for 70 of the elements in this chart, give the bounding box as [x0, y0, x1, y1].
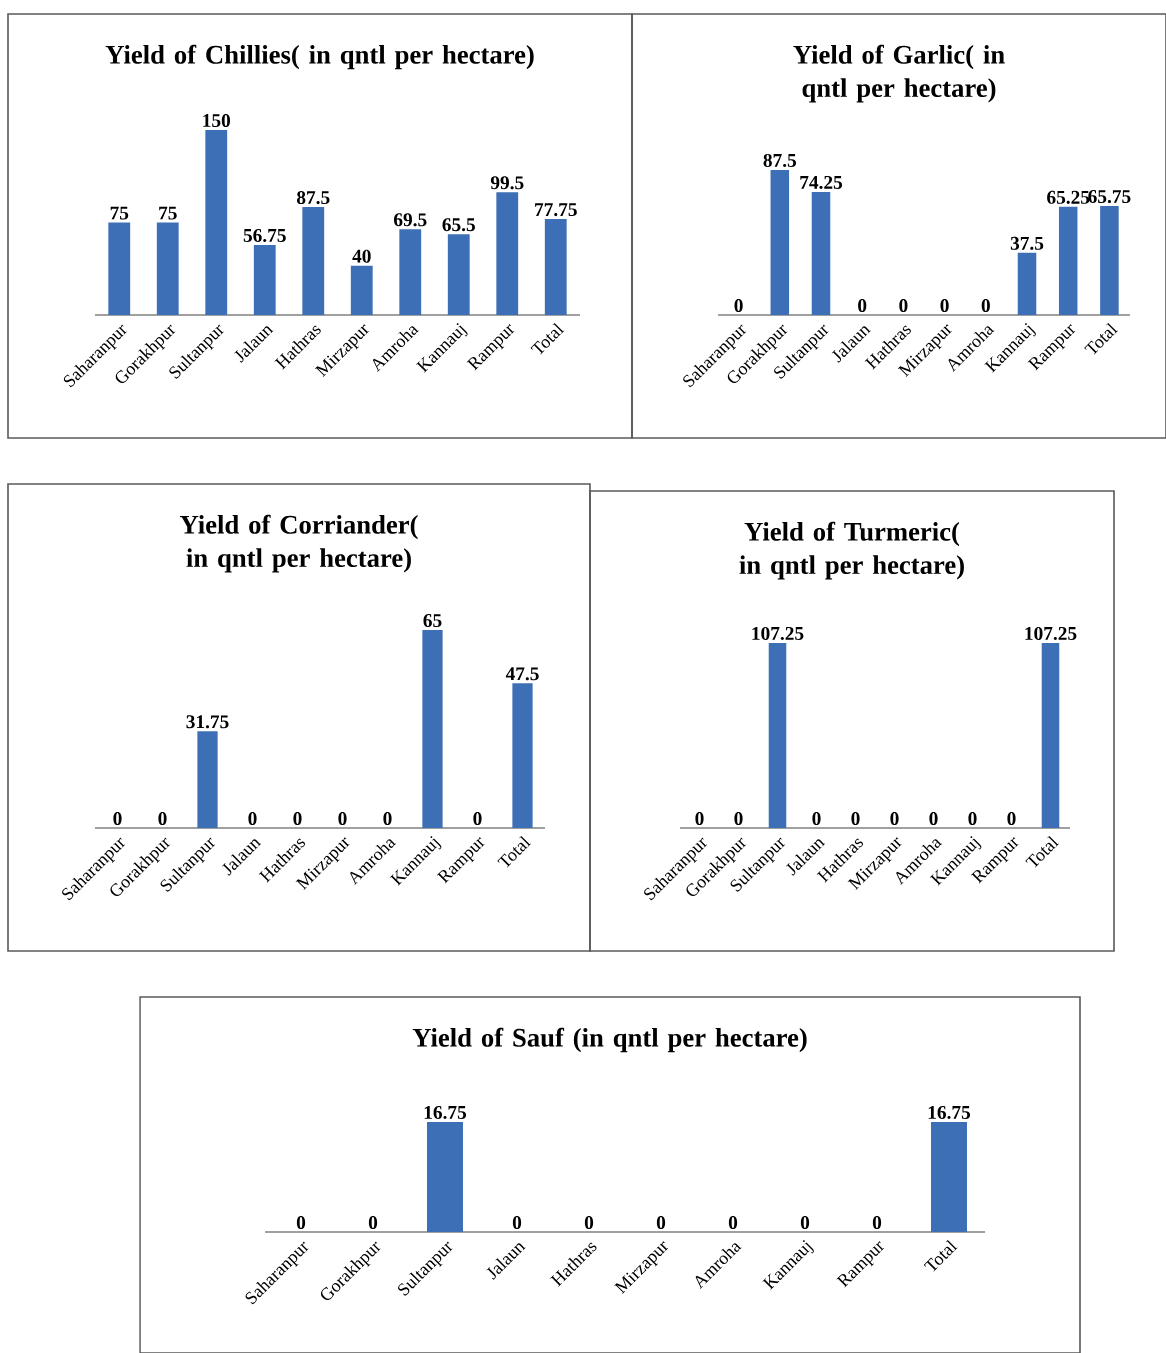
data-label: 0 — [940, 299, 949, 313]
data-label: 0 — [512, 1216, 522, 1230]
data-label: 99.5 — [490, 176, 524, 190]
data-label: 77.75 — [535, 203, 577, 217]
data-label: 65 — [423, 614, 442, 628]
bar — [770, 169, 790, 315]
data-label: 0 — [851, 812, 860, 826]
data-label: 0 — [734, 299, 743, 313]
data-label: 16.75 — [928, 1105, 971, 1120]
data-label: 31.75 — [186, 715, 229, 729]
data-label: 0 — [383, 812, 392, 826]
data-label: 75 — [159, 206, 177, 220]
bar — [1100, 206, 1119, 315]
bar — [350, 265, 373, 315]
data-label: 87.5 — [296, 191, 330, 205]
data-label: 0 — [584, 1216, 594, 1230]
data-label: 0 — [890, 812, 899, 826]
bar — [1017, 252, 1037, 315]
data-label: 0 — [158, 812, 167, 826]
bar — [253, 245, 276, 315]
data-label: 0 — [728, 1216, 738, 1230]
data-label: 150 — [203, 114, 231, 128]
data-label: 0 — [981, 299, 990, 313]
bar — [496, 192, 519, 315]
data-label: 87.5 — [763, 153, 797, 168]
data-label: 0 — [656, 1216, 666, 1230]
chart-title: Yield of Sauf (in qntl per hectare) — [412, 1027, 807, 1053]
bar — [156, 222, 179, 315]
data-label: 0 — [338, 812, 347, 826]
data-label: 0 — [473, 812, 482, 826]
data-label: 0 — [734, 812, 743, 826]
chart-title: Yield of Chillies( in qntl per hectare) — [105, 44, 534, 70]
data-label: 0 — [113, 812, 122, 826]
data-label: 0 — [899, 299, 908, 313]
data-label: 47.5 — [505, 667, 539, 681]
data-label: 0 — [695, 812, 704, 826]
bar — [302, 207, 325, 315]
bar — [447, 234, 470, 315]
data-label: 0 — [293, 812, 302, 826]
data-label: 107.25 — [1025, 626, 1077, 641]
bar — [399, 229, 422, 315]
data-label: 56.75 — [243, 229, 286, 243]
data-label: 0 — [968, 812, 977, 826]
chart-title: Yield of Turmeric( in qntl per hectare) — [739, 521, 964, 580]
data-label: 65.75 — [1088, 190, 1131, 204]
data-label: 0 — [812, 812, 821, 826]
data-label: 40 — [352, 249, 371, 263]
data-label: 69.5 — [394, 213, 427, 227]
data-label: 65.25 — [1047, 190, 1090, 204]
data-label: 0 — [929, 812, 938, 826]
data-label: 0 — [368, 1216, 378, 1230]
data-label: 107.25 — [752, 626, 804, 641]
bar — [544, 219, 567, 315]
bar — [205, 130, 228, 315]
data-label: 16.75 — [424, 1105, 467, 1120]
chart-title: Yield of Corriander( in qntl per hectare) — [179, 514, 418, 573]
data-label: 65.5 — [442, 218, 475, 232]
data-label: 37.5 — [1010, 236, 1044, 250]
data-label: 74.25 — [800, 175, 843, 190]
bar — [108, 222, 131, 315]
bar — [811, 191, 831, 315]
data-label: 0 — [1007, 812, 1016, 826]
data-label: 0 — [858, 299, 867, 313]
data-label: 0 — [248, 812, 257, 826]
chart-title: Yield of Garlic( in qntl per hectare) — [793, 44, 1005, 103]
data-label: 0 — [872, 1216, 882, 1230]
data-label: 0 — [296, 1216, 306, 1230]
bar — [1058, 206, 1078, 315]
data-label: 75 — [110, 206, 129, 220]
data-label: 0 — [800, 1216, 810, 1230]
